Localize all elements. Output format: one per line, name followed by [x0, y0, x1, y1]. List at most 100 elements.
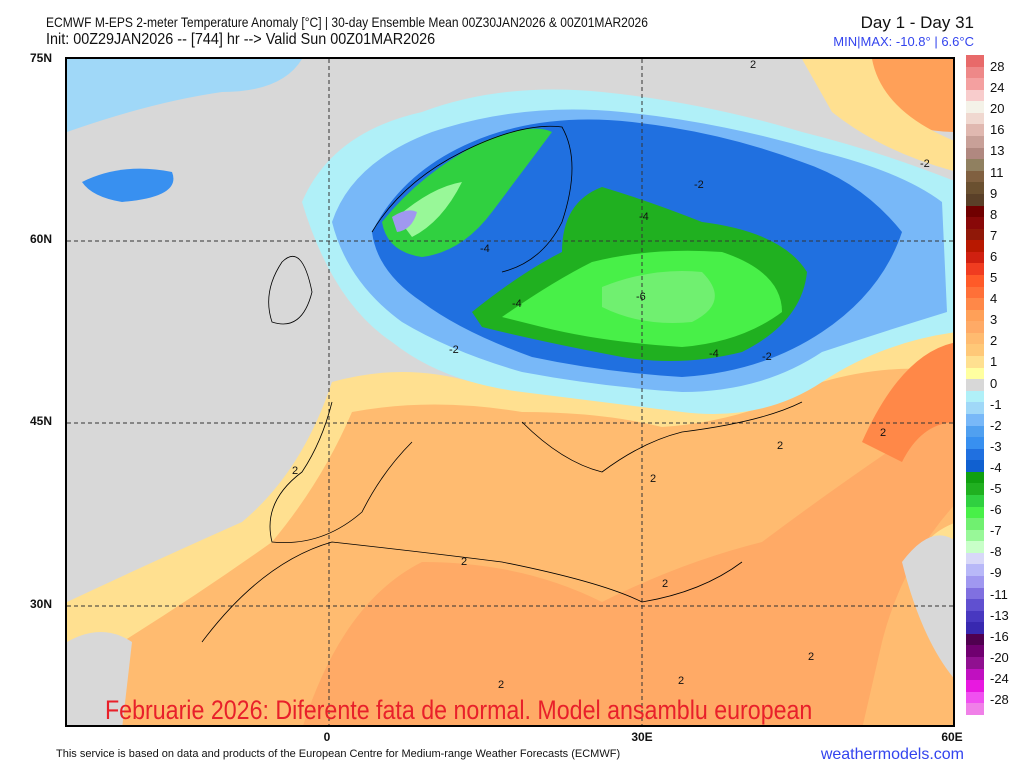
legend-label: 8 [990, 206, 998, 222]
legend-swatch [966, 518, 984, 530]
legend-swatch [966, 136, 984, 148]
legend-swatch [966, 332, 984, 345]
legend-swatch [966, 425, 984, 438]
contour-label: 2 [662, 578, 668, 590]
contour-label: 2 [650, 473, 656, 485]
legend-label: -8 [990, 544, 1002, 560]
cold-norway-core [397, 182, 462, 237]
brand-link[interactable]: weathermodels.com [820, 746, 964, 763]
anomaly-map: 2 -2 -4 -4 -4 -4 -6 -2 -2 -2 2 2 2 2 2 2 2 2 2 [65, 57, 955, 727]
legend-swatch [966, 205, 984, 218]
legend-swatch [966, 471, 984, 484]
legend-label: 28 [990, 59, 1005, 74]
lat-label-75n: 75N [30, 51, 53, 65]
legend-swatch [966, 286, 984, 299]
neutral-sw [67, 632, 132, 725]
legend-swatch [966, 552, 984, 565]
contour-label: -2 [694, 179, 704, 191]
legend-label: -11 [990, 586, 1008, 602]
legend-swatch [966, 159, 984, 171]
color-legend [966, 55, 988, 715]
lat-label-60n: 60N [30, 232, 53, 246]
legend-swatch [966, 89, 984, 102]
legend-swatch [966, 78, 984, 90]
legend-label: -2 [990, 417, 1002, 433]
contour-label: 2 [498, 679, 504, 691]
legend-label: 6 [990, 248, 998, 264]
legend-swatch [966, 680, 984, 692]
legend-swatch [966, 437, 984, 449]
legend-label: -4 [990, 459, 1002, 475]
cold-iceland [82, 168, 174, 202]
legend-swatch [966, 124, 984, 137]
legend-swatch [966, 703, 984, 715]
legend-swatch [966, 193, 984, 206]
legend-swatch [966, 55, 984, 67]
legend-label: -6 [990, 502, 1002, 518]
warm-anomaly-3 [303, 422, 953, 725]
legend-label: -1 [990, 396, 1002, 412]
legend-label: 16 [990, 122, 1005, 138]
legend-swatch [966, 228, 984, 241]
legend-swatch [966, 645, 984, 658]
lat-label-45n: 45N [30, 414, 53, 428]
legend-swatch [966, 483, 984, 495]
contour-label: 2 [777, 440, 783, 452]
legend-label: 7 [990, 227, 998, 243]
legend-swatch [966, 66, 984, 79]
legend-swatch [966, 564, 984, 577]
legend-swatch [966, 599, 984, 611]
legend-swatch [966, 622, 984, 634]
warm-anomaly-4 [862, 342, 953, 462]
legend-label: -20 [990, 649, 1009, 665]
legend-swatch [966, 379, 984, 391]
overlay-caption: Februarie 2026: Diferente fata de normal… [105, 695, 813, 725]
legend-swatch [966, 633, 984, 646]
lat-label-30n: 30N [30, 597, 53, 611]
legend-swatch [966, 112, 984, 125]
legend-swatch [966, 460, 984, 472]
legend-swatch [966, 101, 984, 113]
legend-label: 20 [990, 101, 1005, 117]
cold-russia-core [602, 271, 715, 323]
legend-label: 4 [990, 291, 998, 307]
legend-swatch [966, 274, 984, 287]
legend-swatch [966, 494, 984, 507]
legend-swatch [966, 541, 984, 553]
legend-label: -13 [990, 607, 1009, 623]
legend-swatch [966, 251, 984, 264]
legend-label: 24 [990, 80, 1005, 96]
contour-label: -4 [512, 298, 522, 310]
contour-label: -4 [639, 211, 649, 223]
contour-label: 2 [678, 675, 684, 687]
legend-swatch [966, 576, 984, 588]
legend-label: -16 [990, 628, 1009, 644]
legend-swatch [966, 298, 984, 310]
legend-label: -3 [990, 438, 1002, 454]
cold-min-core [392, 210, 417, 232]
legend-swatch [966, 413, 984, 426]
legend-swatch [966, 321, 984, 333]
contour-label: -2 [449, 344, 459, 356]
legend-swatch [966, 147, 984, 160]
cold-greenland [67, 59, 302, 132]
legend-swatch [966, 587, 984, 600]
legend-swatch [966, 691, 984, 704]
contour-label: 2 [880, 427, 886, 439]
legend-label: -24 [990, 670, 1009, 686]
legend-swatch [966, 263, 984, 275]
contour-label: -6 [636, 291, 646, 303]
legend-swatch [966, 182, 984, 194]
legend-label: -5 [990, 481, 1002, 496]
legend-label: -9 [990, 565, 1002, 581]
coastlines [201, 125, 803, 643]
contour-label: -2 [920, 158, 930, 170]
legend-label: 0 [990, 375, 998, 391]
map-title: ECMWF M-EPS 2-meter Temperature Anomaly … [46, 14, 648, 30]
warm-arctic-edge [802, 59, 953, 171]
legend-swatch [966, 529, 984, 542]
legend-swatch [966, 402, 984, 414]
legend-label: 2 [990, 333, 998, 349]
contour-label: 2 [461, 556, 467, 568]
legend-swatch [966, 356, 984, 368]
